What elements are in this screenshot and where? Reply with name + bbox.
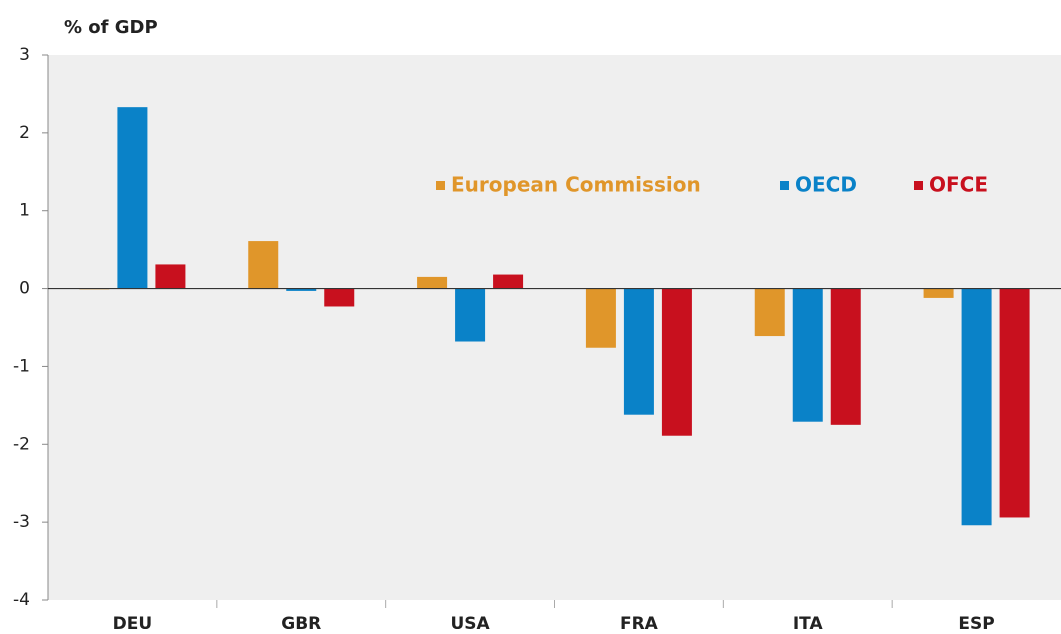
bar <box>961 288 992 526</box>
y-axis-label: % of GDP <box>64 17 158 38</box>
bar <box>754 288 785 337</box>
legend-swatch <box>914 181 923 190</box>
legend-label: OECD <box>795 173 857 197</box>
bar <box>117 107 148 289</box>
bar <box>417 276 448 289</box>
plot-area <box>48 55 1061 600</box>
x-tick-label: ITA <box>793 614 824 634</box>
x-tick-label: DEU <box>113 614 153 634</box>
bar <box>792 288 823 422</box>
y-tick-label: -3 <box>13 512 30 532</box>
bar <box>324 288 355 307</box>
x-tick-label: ESP <box>958 614 994 634</box>
legend-swatch <box>436 181 445 190</box>
bar <box>661 288 692 436</box>
y-tick-label: 2 <box>19 123 30 143</box>
legend-label: OFCE <box>929 173 988 197</box>
x-tick-label: GBR <box>281 614 321 634</box>
y-tick-label: 0 <box>19 279 30 299</box>
y-tick-label: 1 <box>19 201 30 221</box>
bar <box>830 288 861 425</box>
bar <box>923 288 954 298</box>
y-tick-label: -4 <box>13 590 30 610</box>
y-tick-label: 3 <box>19 45 30 65</box>
legend-label: European Commission <box>451 173 701 197</box>
x-tick-label: FRA <box>620 614 659 634</box>
bar <box>585 288 616 348</box>
bar <box>493 274 524 289</box>
bar <box>155 264 186 289</box>
bar <box>623 288 654 415</box>
bar <box>455 288 486 342</box>
legend-swatch <box>780 181 789 190</box>
bar <box>286 288 317 291</box>
y-tick-label: -2 <box>13 434 30 454</box>
x-tick-label: USA <box>450 614 490 634</box>
y-tick-label: -1 <box>13 356 30 376</box>
bar <box>248 241 279 289</box>
bar <box>999 288 1030 518</box>
